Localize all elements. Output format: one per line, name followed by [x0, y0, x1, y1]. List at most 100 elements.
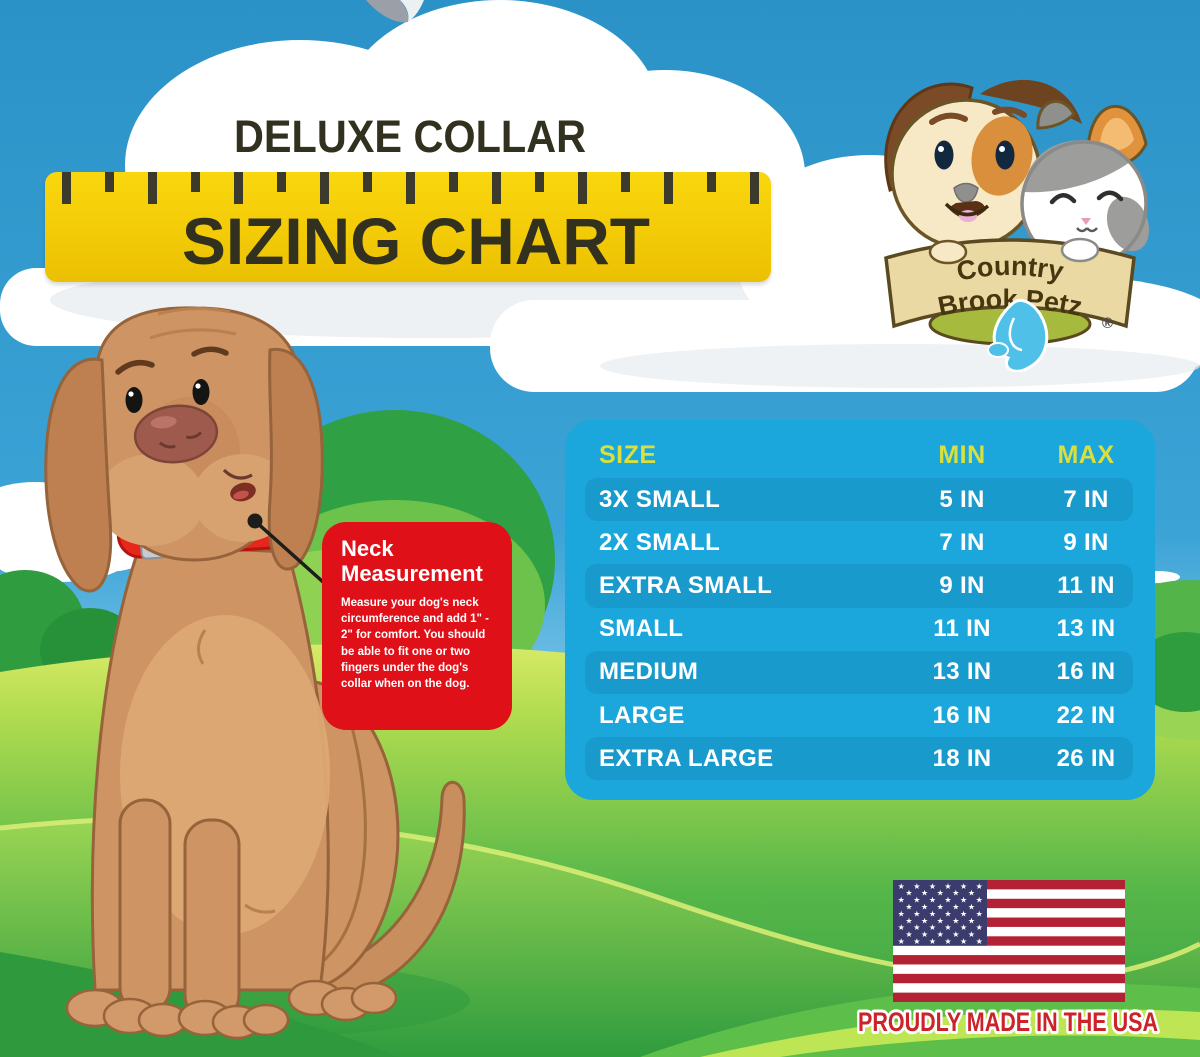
- dog-jowl: [97, 454, 205, 546]
- min-value: 5 IN: [939, 485, 985, 513]
- dog-chest: [120, 615, 330, 935]
- brand-name-top: Country: [954, 251, 1066, 287]
- column-header-min: MIN: [938, 440, 986, 469]
- svg-text:★: ★: [976, 937, 983, 946]
- svg-text:★: ★: [929, 909, 936, 918]
- svg-text:★: ★: [944, 882, 951, 891]
- svg-text:★: ★: [960, 882, 967, 891]
- svg-text:★: ★: [898, 882, 905, 891]
- made-in-usa-label: PROUDLY MADE IN THE USA: [858, 1007, 1158, 1037]
- svg-text:★: ★: [944, 909, 951, 918]
- column-header-max: MAX: [1057, 440, 1115, 469]
- svg-text:★: ★: [913, 923, 920, 932]
- svg-text:★: ★: [976, 896, 983, 905]
- svg-text:★: ★: [913, 937, 920, 946]
- svg-text:★: ★: [952, 903, 959, 912]
- table-row: EXTRA LARGE 18 IN 26 IN: [585, 737, 1133, 781]
- table-row: 3X SMALL 5 IN 7 IN: [585, 478, 1133, 522]
- max-value: 11 IN: [1057, 571, 1115, 599]
- svg-text:★: ★: [944, 937, 951, 946]
- dog-eyes: [125, 379, 210, 413]
- size-label: EXTRA LARGE: [599, 744, 774, 772]
- svg-text:★: ★: [913, 882, 920, 891]
- svg-text:★: ★: [960, 909, 967, 918]
- table-row: MEDIUM 13 IN 16 IN: [585, 650, 1133, 694]
- max-value: 22 IN: [1056, 701, 1116, 729]
- max-value: 9 IN: [1063, 528, 1109, 556]
- dog-ear-right: [267, 347, 324, 571]
- svg-text:★: ★: [929, 882, 936, 891]
- svg-text:★: ★: [898, 896, 905, 905]
- size-label: 3X SMALL: [599, 485, 721, 513]
- svg-text:★: ★: [921, 930, 928, 939]
- svg-text:★: ★: [905, 930, 912, 939]
- svg-text:★: ★: [968, 903, 975, 912]
- column-header-size: SIZE: [599, 440, 657, 469]
- svg-text:★: ★: [929, 896, 936, 905]
- size-chart-table: SIZE MIN MAX 3X SMALL 5 IN 7 IN 2X SMALL…: [565, 420, 1155, 800]
- table-row: 2X SMALL 7 IN 9 IN: [585, 521, 1133, 564]
- water-splash-icon: [987, 298, 1049, 372]
- callout-title: Neck Measurement: [341, 536, 483, 586]
- size-label: MEDIUM: [599, 658, 699, 686]
- svg-text:★: ★: [952, 916, 959, 925]
- dog-nose: [133, 404, 219, 464]
- max-value: 26 IN: [1056, 744, 1116, 772]
- size-label: EXTRA SMALL: [599, 571, 773, 599]
- svg-text:★: ★: [937, 903, 944, 912]
- svg-text:★: ★: [976, 882, 983, 891]
- table-row: SMALL 11 IN 13 IN: [585, 608, 1133, 651]
- dog-paws: [65, 979, 398, 1040]
- min-value: 13 IN: [932, 658, 992, 686]
- dog-mouth: [222, 468, 256, 502]
- size-label: LARGE: [599, 701, 685, 729]
- ruler-ticks: [45, 172, 771, 192]
- max-value: 13 IN: [1056, 615, 1116, 643]
- svg-text:★: ★: [929, 923, 936, 932]
- cropped-overhead-object: [366, 0, 424, 23]
- dog-front-leg: [118, 798, 172, 1014]
- svg-text:★: ★: [937, 930, 944, 939]
- table-header-row: SIZE MIN MAX: [585, 432, 1133, 478]
- svg-text:★: ★: [960, 923, 967, 932]
- callout-body: Measure your dog's neck circumference an…: [341, 597, 489, 690]
- size-label: SMALL: [599, 615, 684, 643]
- svg-text:★: ★: [898, 909, 905, 918]
- callout-pointer: [247, 513, 334, 592]
- svg-text:★: ★: [937, 889, 944, 898]
- dog-mascot-icon: [884, 79, 1082, 250]
- min-value: 11 IN: [933, 615, 991, 643]
- min-value: 16 IN: [932, 701, 992, 729]
- country-brook-petz-logo: Country Brook Petz ®: [884, 79, 1150, 372]
- svg-text:★: ★: [960, 937, 967, 946]
- pointer-dot: [247, 513, 263, 529]
- table-row: EXTRA SMALL 9 IN 11 IN: [585, 564, 1133, 608]
- svg-text:★: ★: [944, 896, 951, 905]
- cat-paw: [1060, 237, 1100, 263]
- neck-measurement-callout: Neck Measurement Measure your dog's neck…: [322, 522, 512, 730]
- svg-text:★: ★: [952, 930, 959, 939]
- svg-text:★: ★: [913, 909, 920, 918]
- svg-text:★: ★: [929, 937, 936, 946]
- svg-text:★: ★: [921, 903, 928, 912]
- ruler-banner: [45, 172, 771, 282]
- dog-paw: [928, 239, 968, 265]
- svg-text:★: ★: [905, 903, 912, 912]
- footer-text: PROUDLY MADE IN THE USA: [855, 1004, 1161, 1040]
- size-label: 2X SMALL: [599, 528, 721, 556]
- min-value: 9 IN: [939, 571, 985, 599]
- svg-text:Country: Country: [954, 251, 1066, 287]
- dog-ear-left: [44, 357, 113, 593]
- min-value: 18 IN: [932, 744, 992, 772]
- svg-text:★: ★: [944, 923, 951, 932]
- svg-text:★: ★: [968, 930, 975, 939]
- table-row: LARGE 16 IN 22 IN: [585, 694, 1133, 737]
- min-value: 7 IN: [939, 528, 985, 556]
- max-value: 7 IN: [1063, 485, 1109, 513]
- usa-flag-icon: ★ ★ ★ ★ ★ ★★ ★ ★ ★ ★★ ★ ★ ★ ★ ★★ ★ ★ ★ ★★ ★ ★ ★ ★ ★★ ★ ★ ★ ★★ ★ ★ ★ ★ ★★…: [893, 880, 1125, 1002]
- svg-text:★: ★: [976, 909, 983, 918]
- svg-text:★: ★: [976, 923, 983, 932]
- dog-illustration: [44, 306, 466, 1040]
- svg-text:★: ★: [898, 937, 905, 946]
